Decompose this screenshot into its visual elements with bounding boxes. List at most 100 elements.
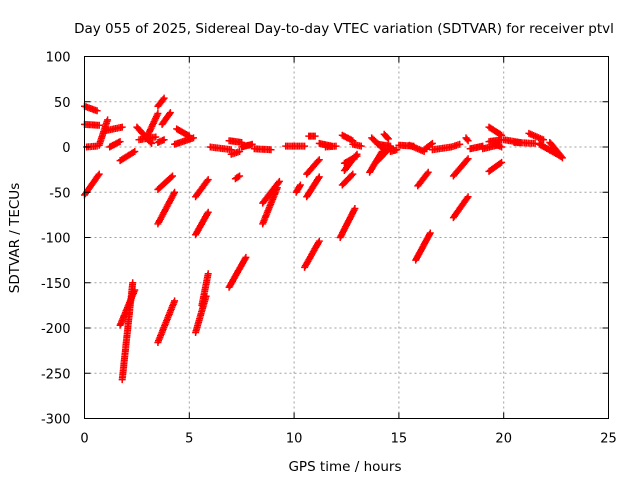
data-series-segment xyxy=(154,94,168,110)
plus-markers xyxy=(154,188,179,228)
data-series-segment xyxy=(303,173,323,201)
plus-markers xyxy=(447,140,464,151)
data-series-segment xyxy=(449,155,472,180)
plus-markers xyxy=(420,139,436,154)
data-series-segment xyxy=(447,140,464,151)
y-tick-label: -300 xyxy=(41,413,71,428)
plus-markers xyxy=(238,140,256,151)
data-series-segment xyxy=(154,172,176,193)
data-series-segment xyxy=(510,139,539,147)
data-series-segment xyxy=(106,138,124,151)
data-series-segment xyxy=(250,145,275,154)
plus-markers xyxy=(116,148,139,165)
data-series-segment xyxy=(154,136,168,146)
data-series-segment xyxy=(305,132,319,140)
plus-markers xyxy=(231,172,244,183)
data-series-segment xyxy=(238,140,256,151)
data-series-segment xyxy=(173,125,193,140)
data-series-segment xyxy=(143,110,162,140)
plus-markers xyxy=(340,152,361,167)
plus-markers xyxy=(338,131,357,145)
data-series-segment xyxy=(102,123,126,135)
plus-markers xyxy=(338,170,357,189)
plus-markers xyxy=(412,229,434,264)
plus-markers xyxy=(154,172,176,193)
plus-markers xyxy=(198,270,212,309)
plus-markers xyxy=(106,138,124,151)
plus-markers xyxy=(525,129,547,144)
data-series-segment xyxy=(380,130,392,143)
y-tick-label: -150 xyxy=(41,277,71,292)
plus-markers xyxy=(510,139,539,147)
y-tick-label: -200 xyxy=(41,322,71,337)
plus-markers xyxy=(259,177,283,207)
data-series-segment xyxy=(301,237,323,271)
y-axis-label: SDTVAR / TECUs xyxy=(7,183,23,293)
data-series-segment xyxy=(259,177,283,207)
data-series-segment xyxy=(449,193,472,222)
data-series-segment xyxy=(192,176,212,201)
data-series-segment xyxy=(491,140,506,151)
data-series-segment xyxy=(135,133,160,144)
data-series-segment xyxy=(292,181,304,196)
data-series-segment xyxy=(303,156,323,178)
plus-markers xyxy=(303,173,323,201)
plus-markers xyxy=(192,176,212,201)
plus-markers xyxy=(292,181,304,196)
data-series-segment xyxy=(349,140,365,150)
data-series-segment xyxy=(231,172,244,183)
plus-markers xyxy=(449,155,472,180)
plus-markers xyxy=(374,143,394,165)
plus-markers xyxy=(135,133,160,144)
data-series-segment xyxy=(387,146,401,155)
data-series-segment xyxy=(154,188,179,228)
plus-markers xyxy=(192,208,212,239)
x-axis-label: GPS time / hours xyxy=(288,459,401,475)
data-series-segment xyxy=(171,134,197,148)
plus-markers xyxy=(154,297,179,346)
plus-markers xyxy=(225,137,246,146)
data-series-segment xyxy=(525,129,547,144)
data-series-segment xyxy=(206,143,235,154)
chart-title: Day 055 of 2025, Sidereal Day-to-day VTE… xyxy=(74,21,614,37)
x-tick-label: 10 xyxy=(286,432,303,447)
plus-markers xyxy=(192,292,210,336)
y-tick-label: -100 xyxy=(41,232,71,247)
data-series-segment xyxy=(158,109,174,128)
y-tick-label: 100 xyxy=(46,51,71,66)
data-series-segment xyxy=(336,205,359,241)
y-tick-label: 50 xyxy=(54,96,71,111)
data-series-segment xyxy=(414,168,432,190)
plus-markers xyxy=(81,102,101,115)
data-series-segment xyxy=(81,102,101,115)
data-series-segment xyxy=(340,152,361,167)
grid-lines xyxy=(84,56,609,419)
x-tick-label: 25 xyxy=(600,432,617,447)
plus-markers xyxy=(546,139,566,162)
y-tick-label: -250 xyxy=(41,367,71,382)
plus-markers xyxy=(305,132,319,140)
plus-markers xyxy=(250,145,275,154)
plus-markers xyxy=(491,140,506,151)
data-series-segment xyxy=(225,253,250,291)
x-tick-label: 0 xyxy=(80,432,88,447)
plus-markers xyxy=(102,123,126,135)
data-series-segment xyxy=(116,148,139,165)
data-series-segment xyxy=(192,292,210,336)
data-series-segment xyxy=(500,136,524,146)
plus-markers xyxy=(336,205,359,241)
data-series-segment xyxy=(322,142,340,151)
plus-markers xyxy=(118,279,137,384)
data-series-segment xyxy=(227,148,244,158)
data-series-segment xyxy=(192,208,212,239)
plus-markers xyxy=(154,94,168,110)
plus-markers xyxy=(414,168,432,190)
data-series-segment xyxy=(118,279,137,384)
plus-markers xyxy=(173,125,193,140)
data-series-segment xyxy=(282,142,309,150)
plus-markers xyxy=(303,156,323,178)
axis-ticks: 0 5 10 15 20 25 -300 -250 -200 -150 -100 -50 0 50 100 xyxy=(41,51,617,447)
data-series-segment xyxy=(412,229,434,264)
plus-markers xyxy=(500,136,524,146)
